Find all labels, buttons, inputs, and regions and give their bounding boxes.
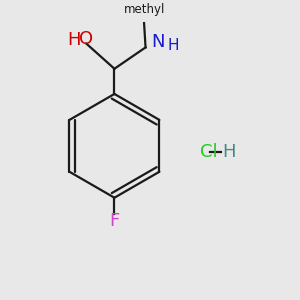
Text: N: N xyxy=(151,33,165,51)
Text: F: F xyxy=(109,212,119,230)
Text: methyl: methyl xyxy=(123,3,165,16)
Text: H: H xyxy=(168,38,179,53)
Text: H: H xyxy=(68,31,81,49)
Text: Cl: Cl xyxy=(200,143,218,161)
Text: H: H xyxy=(222,143,236,161)
Text: O: O xyxy=(79,30,93,48)
